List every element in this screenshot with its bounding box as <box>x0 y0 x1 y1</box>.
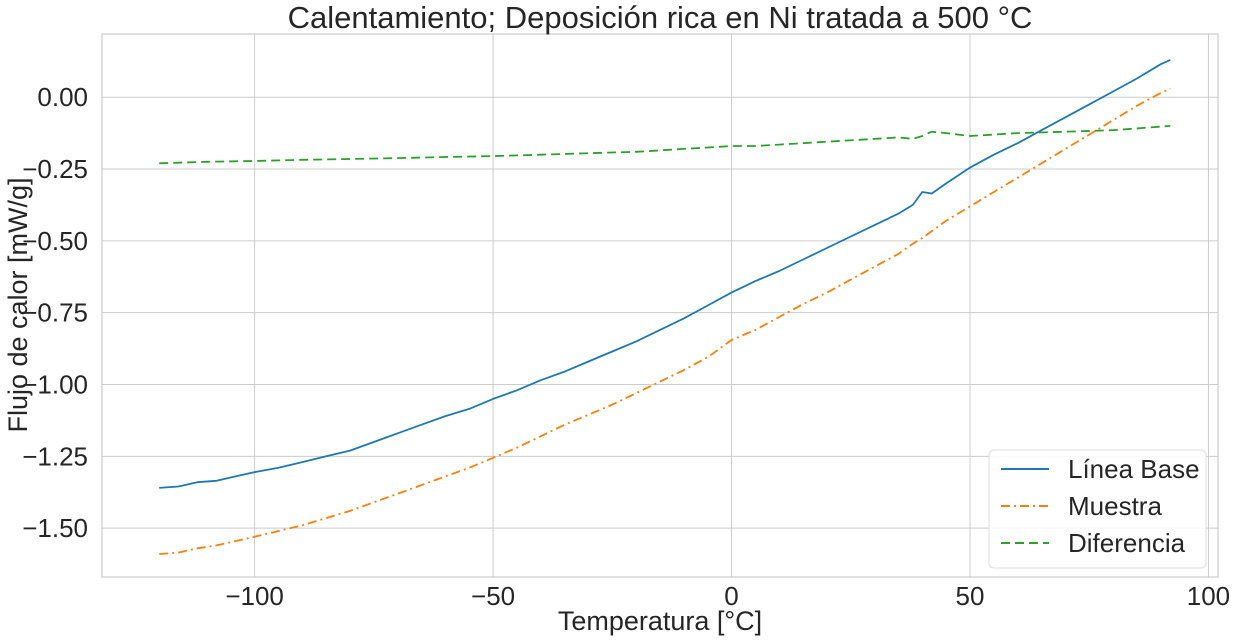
legend-label: Línea Base <box>1068 454 1200 484</box>
y-tick-label: −0.75 <box>22 298 88 328</box>
legend: Línea Base Muestra Diferencia <box>988 449 1207 569</box>
legend-label: Diferencia <box>1068 528 1186 558</box>
plot-frame <box>101 33 1219 578</box>
series-line-muestra <box>159 87 1171 555</box>
y-tick-label: 0.00 <box>37 82 88 112</box>
legend-label: Muestra <box>1068 491 1162 521</box>
y-tick-label: −1.50 <box>22 513 88 543</box>
grid <box>102 34 1218 577</box>
x-tick-label: −100 <box>225 581 284 611</box>
legend-items: Línea Base Muestra Diferencia <box>1001 454 1200 558</box>
x-tick-label: −50 <box>471 581 515 611</box>
chart-title: Calentamiento; Deposición rica en Ni tra… <box>288 0 1033 35</box>
x-axis-title: Temperatura [°C] <box>558 606 762 636</box>
y-tick-label: −0.25 <box>22 154 88 184</box>
tick-labels: −100 −50 0 50 100 0.00 −0.25 −0.50 −0.75 −1.00 −1.… <box>22 82 1230 611</box>
series-lines <box>159 59 1171 555</box>
y-axis-title: Flujo de calor [mW/g] <box>3 177 33 432</box>
y-tick-label: −0.50 <box>22 226 88 256</box>
y-tick-label: −1.00 <box>22 370 88 400</box>
series-line-diferencia <box>159 125 1171 165</box>
legend-box <box>988 449 1207 569</box>
x-tick-label: 50 <box>956 581 985 611</box>
x-tick-label: 0 <box>724 581 738 611</box>
series-line-l-nea-base <box>159 59 1171 489</box>
x-tick-label: 100 <box>1187 581 1230 611</box>
y-tick-label: −1.25 <box>22 441 88 471</box>
